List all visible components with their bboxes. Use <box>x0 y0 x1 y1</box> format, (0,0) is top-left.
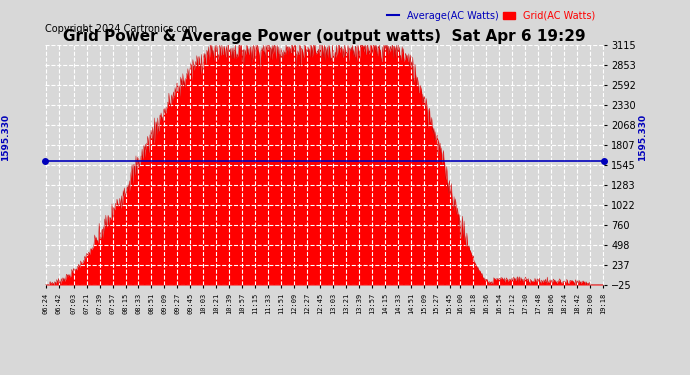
Text: 1595.330: 1595.330 <box>638 114 647 161</box>
Legend: Average(AC Watts), Grid(AC Watts): Average(AC Watts), Grid(AC Watts) <box>384 7 599 24</box>
Text: 1595.330: 1595.330 <box>1 114 10 161</box>
Text: Copyright 2024 Cartronics.com: Copyright 2024 Cartronics.com <box>45 24 197 34</box>
Title: Grid Power & Average Power (output watts)  Sat Apr 6 19:29: Grid Power & Average Power (output watts… <box>63 29 586 44</box>
